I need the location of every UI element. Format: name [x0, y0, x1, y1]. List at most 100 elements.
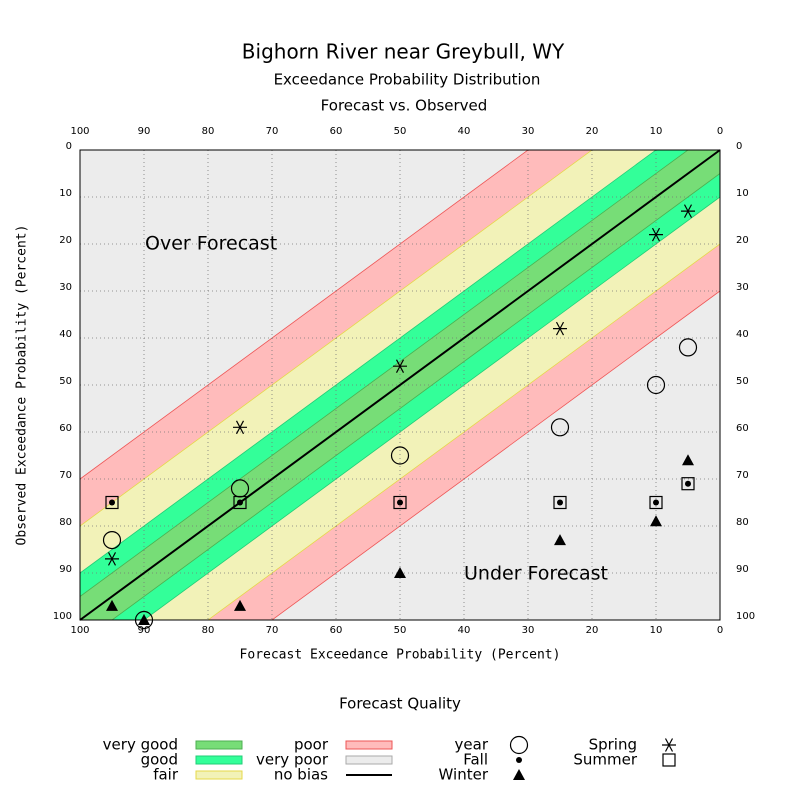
marker-winter [513, 769, 525, 780]
x-tick-label-top: 10 [650, 126, 663, 137]
x-tick-label-top: 30 [522, 126, 535, 137]
marker-fall [557, 499, 563, 506]
legend-label: Fall [463, 751, 488, 769]
chart-subtitle: Forecast vs. Observed [321, 97, 488, 115]
marker-summer [649, 495, 663, 510]
x-tick-label-top: 40 [458, 126, 471, 137]
x-tick-label-top: 0 [717, 126, 723, 137]
legend-label: Summer [573, 751, 637, 769]
x-tick-label-top: 50 [394, 126, 407, 137]
legend-swatch [345, 740, 393, 750]
marker-summer [681, 477, 695, 491]
plot-frame [79, 149, 721, 621]
y-tick-label-right: 90 [736, 564, 749, 575]
marker-summer [105, 495, 119, 510]
x-tick-label: 30 [522, 625, 535, 636]
y-tick-label-right: 50 [736, 376, 749, 387]
marker-fall [516, 757, 522, 763]
marker-year [102, 530, 122, 550]
y-tick-label-right: 70 [736, 470, 749, 481]
x-tick-label: 0 [717, 625, 723, 636]
legend-label: poor [294, 736, 329, 754]
x-axis-label: Forecast Exceedance Probability (Percent… [240, 648, 561, 663]
y-axis-label: Observed Exceedance Probability (Percent… [15, 225, 30, 546]
legend-label: year [455, 736, 489, 754]
y-tick-label-right: 0 [736, 141, 742, 152]
marker-winter [554, 534, 566, 546]
marker-year [646, 375, 666, 395]
x-tick-label-top: 80 [202, 126, 215, 137]
marker-fall [397, 499, 403, 506]
marker-year [390, 446, 410, 465]
y-tick-label: 40 [59, 329, 72, 340]
chart-title: Bighorn River near Greybull, WY [242, 40, 565, 64]
marker-spring [393, 359, 407, 373]
x-tick-label: 100 [70, 625, 89, 636]
y-tick-label: 20 [59, 235, 72, 246]
y-tick-label-right: 20 [736, 235, 749, 246]
legend-label: good [141, 751, 178, 769]
marker-fall [685, 480, 691, 487]
marker-winter [650, 515, 662, 527]
marker-year [230, 479, 250, 498]
marker-fall [109, 499, 115, 506]
marker-year [509, 735, 529, 755]
marker-spring [649, 227, 663, 242]
marker-spring [233, 420, 247, 435]
legend-swatch [345, 755, 393, 765]
y-tick-label: 0 [66, 141, 72, 152]
legend-swatch [195, 770, 243, 780]
legend-label: no bias [274, 766, 328, 784]
marker-winter [106, 599, 118, 611]
annotation: Over Forecast [145, 233, 277, 255]
legend-label: very poor [256, 751, 329, 769]
marker-summer [393, 495, 407, 510]
marker-spring [553, 321, 567, 336]
x-tick-label: 80 [202, 625, 215, 636]
y-tick-label-right: 60 [736, 423, 749, 434]
x-tick-label: 40 [458, 625, 471, 636]
y-tick-label: 90 [59, 564, 72, 575]
legend-label: Winter [439, 766, 489, 784]
legend-swatch [195, 740, 243, 750]
no-bias-line [79, 149, 721, 621]
y-tick-label-right: 80 [736, 517, 749, 528]
x-tick-label: 90 [138, 625, 151, 636]
x-tick-label: 20 [586, 625, 599, 636]
marker-spring [105, 552, 119, 566]
x-tick-label-top: 90 [138, 126, 151, 137]
y-tick-label-right: 30 [736, 282, 749, 293]
marker-winter [394, 567, 406, 578]
x-tick-label-top: 100 [70, 126, 89, 137]
marker-spring [681, 204, 695, 218]
legend-label: Spring [589, 736, 637, 754]
y-tick-label: 30 [59, 282, 72, 293]
marker-year [134, 610, 154, 630]
x-tick-label: 50 [394, 625, 407, 636]
marker-summer [662, 753, 676, 767]
marker-spring [662, 738, 676, 752]
y-tick-label-right: 40 [736, 329, 749, 340]
y-tick-label: 50 [59, 376, 72, 387]
legend-label: fair [153, 766, 179, 784]
marker-winter [682, 454, 694, 466]
y-tick-label: 60 [59, 423, 72, 434]
x-tick-label: 70 [266, 625, 279, 636]
x-tick-label-top: 60 [330, 126, 343, 137]
legend-title: Forecast Quality [339, 695, 461, 713]
legend-label: very good [103, 736, 178, 754]
y-tick-label: 100 [53, 611, 72, 622]
marker-year [678, 338, 698, 357]
marker-fall [237, 499, 243, 506]
marker-fall [653, 499, 659, 506]
y-tick-label-right: 100 [736, 611, 755, 622]
marker-year [550, 418, 570, 437]
legend-swatch [195, 755, 243, 765]
y-tick-label: 80 [59, 517, 72, 528]
marker-winter [234, 599, 246, 611]
x-tick-label: 60 [330, 625, 343, 636]
y-tick-label-right: 10 [736, 188, 749, 199]
marker-summer [553, 495, 567, 510]
annotation: Under Forecast [464, 563, 608, 585]
